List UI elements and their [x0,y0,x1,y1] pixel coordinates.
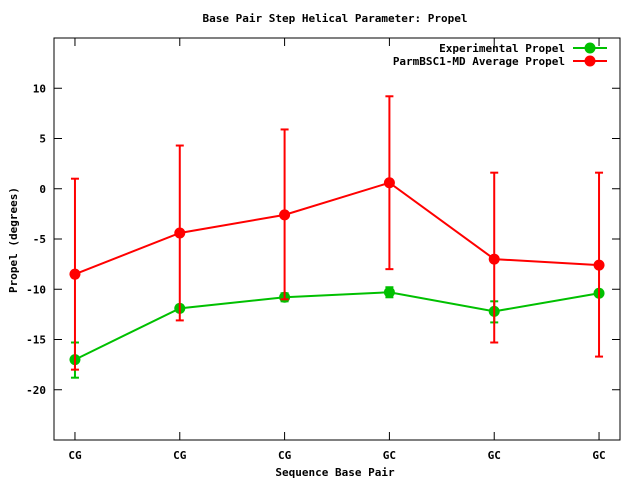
legend-marker-experimental [584,42,596,54]
y-tick-label: -15 [26,334,46,347]
y-tick-label: 0 [39,183,46,196]
data-point-md [488,253,500,265]
y-tick-label: -5 [33,233,46,246]
x-tick-label: GC [383,449,396,462]
data-point-md [174,227,186,239]
y-tick-label: -10 [26,283,46,296]
legend-marker-md [584,55,596,67]
legend-label-md: ParmBSC1-MD Average Propel [393,55,565,68]
y-axis-label: Propel (degrees) [7,187,20,293]
y-tick-label: 10 [33,82,46,95]
x-tick-label: CG [173,449,187,462]
data-point-experimental [383,286,395,298]
data-point-md [69,268,81,280]
x-tick-label: CG [278,449,292,462]
x-tick-label: CG [68,449,82,462]
x-axis-label: Sequence Base Pair [275,466,395,479]
x-tick-label: GC [488,449,501,462]
series-line-md [74,181,600,276]
legend-label-experimental: Experimental Propel [439,42,565,55]
x-tick-label: GC [592,449,605,462]
y-tick-label: 5 [39,133,46,146]
data-point-md [383,177,395,189]
y-tick-label: -20 [26,384,46,397]
chart-title: Base Pair Step Helical Parameter: Propel [203,12,468,25]
data-point-md [279,209,291,221]
data-point-md [593,259,605,271]
series-line-experimental [74,291,600,361]
plot-frame [53,37,621,441]
